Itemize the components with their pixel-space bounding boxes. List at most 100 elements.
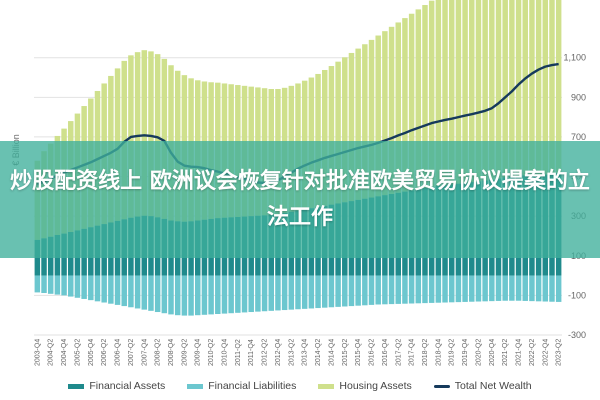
x-tick-label: 2021-Q2 bbox=[502, 339, 509, 366]
x-tick-label: 2017-Q4 bbox=[409, 339, 416, 366]
financial-liabilities-bar bbox=[154, 275, 161, 313]
financial-liabilities-bar bbox=[482, 275, 488, 302]
financial-liabilities-bar bbox=[108, 275, 114, 304]
legend-label-financial-liabilities: Financial Liabilities bbox=[208, 380, 297, 392]
x-tick-label: 2019-Q4 bbox=[462, 339, 469, 366]
financial-liabilities-bar bbox=[502, 275, 508, 301]
x-tick-label: 2009-Q2 bbox=[181, 339, 188, 366]
x-tick-label: 2006-Q4 bbox=[115, 339, 122, 366]
financial-liabilities-bar bbox=[469, 275, 475, 302]
financial-liabilities-bar bbox=[355, 275, 361, 306]
financial-liabilities-bar bbox=[81, 275, 87, 299]
financial-liabilities-bar bbox=[215, 275, 221, 315]
financial-liabilities-bar bbox=[422, 275, 428, 304]
financial-liabilities-bar bbox=[268, 275, 275, 311]
financial-liabilities-bar bbox=[522, 275, 528, 301]
x-tick-label: 2008-Q2 bbox=[155, 339, 162, 366]
housing-assets-bar bbox=[529, 0, 535, 175]
x-tick-label: 2023-Q2 bbox=[556, 339, 563, 366]
x-tick-label: 2008-Q4 bbox=[168, 339, 175, 366]
financial-liabilities-bar bbox=[328, 275, 335, 308]
housing-assets-bar bbox=[462, 0, 468, 183]
financial-liabilities-bar bbox=[47, 275, 54, 294]
legend-item-total-net-wealth: Total Net Wealth bbox=[433, 380, 532, 392]
financial-liabilities-bars bbox=[34, 275, 562, 316]
financial-liabilities-bar bbox=[201, 275, 208, 315]
housing-assets-bar bbox=[382, 31, 388, 196]
financial-liabilities-bar bbox=[281, 275, 288, 311]
financial-liabilities-bar bbox=[148, 275, 154, 311]
financial-liabilities-bar bbox=[395, 275, 401, 304]
financial-liabilities-bar bbox=[255, 275, 261, 312]
legend-item-financial-liabilities: Financial Liabilities bbox=[187, 380, 296, 392]
financial-liabilities-bar bbox=[315, 275, 321, 309]
housing-assets-bar bbox=[542, 0, 549, 175]
financial-liabilities-bar bbox=[228, 275, 234, 314]
financial-liabilities-bar bbox=[168, 275, 174, 315]
housing-assets-bar bbox=[368, 39, 375, 198]
financial-liabilities-bar bbox=[375, 275, 381, 305]
housing-assets-bar bbox=[422, 5, 428, 189]
housing-assets-bar bbox=[408, 13, 415, 191]
x-tick-label: 2021-Q4 bbox=[516, 339, 523, 366]
legend-swatch-financial-liabilities bbox=[187, 383, 204, 389]
housing-assets-bar bbox=[428, 0, 435, 187]
housing-assets-bar bbox=[455, 0, 462, 184]
financial-liabilities-bar bbox=[114, 275, 121, 305]
housing-assets-bar bbox=[555, 0, 562, 173]
x-tick-label: 2018-Q4 bbox=[435, 339, 442, 366]
x-tick-label: 2005-Q4 bbox=[88, 339, 95, 366]
housing-assets-bar bbox=[469, 0, 475, 183]
housing-assets-bar bbox=[402, 18, 408, 192]
financial-liabilities-bar bbox=[509, 275, 515, 301]
housing-assets-bar bbox=[482, 0, 488, 181]
x-tick-label: 2013-Q4 bbox=[302, 339, 309, 366]
financial-liabilities-bar bbox=[321, 275, 328, 308]
financial-liabilities-bar bbox=[495, 275, 502, 301]
housing-assets-bar bbox=[395, 22, 401, 193]
legend-label-total-net-wealth: Total Net Wealth bbox=[454, 380, 532, 392]
housing-assets-bar bbox=[522, 0, 528, 176]
x-tick-label: 2006-Q2 bbox=[101, 339, 108, 366]
financial-liabilities-bar bbox=[529, 275, 535, 302]
financial-liabilities-bar bbox=[261, 275, 268, 312]
x-axis-ticks: 2003-Q4 2004-Q2 2004-Q4 2005-Q2 2005-Q4 2006-… bbox=[34, 339, 562, 366]
financial-liabilities-bar bbox=[555, 275, 562, 302]
legend-label-housing-assets: Housing Assets bbox=[339, 380, 412, 392]
financial-liabilities-bar bbox=[134, 275, 141, 309]
x-tick-label: 2019-Q2 bbox=[449, 339, 456, 366]
legend-item-financial-assets: Financial Assets bbox=[68, 380, 165, 392]
financial-liabilities-bar bbox=[241, 275, 248, 313]
x-tick-label: 2014-Q4 bbox=[328, 339, 335, 366]
financial-liabilities-bar bbox=[515, 275, 522, 301]
housing-assets-bar bbox=[342, 57, 348, 203]
x-tick-label: 2015-Q4 bbox=[355, 339, 362, 366]
x-tick-label: 2017-Q2 bbox=[395, 339, 402, 366]
financial-liabilities-bar bbox=[221, 275, 228, 314]
financial-liabilities-bar bbox=[248, 275, 254, 313]
overlay-banner: 炒股配资线上 欧洲议会恢复针对批准欧美贸易协议提案的立法工作 bbox=[0, 141, 600, 258]
financial-liabilities-bar bbox=[188, 275, 194, 316]
housing-assets-bar bbox=[161, 58, 168, 219]
x-tick-label: 2018-Q2 bbox=[422, 339, 429, 366]
financial-liabilities-bar bbox=[362, 275, 368, 306]
financial-liabilities-bar bbox=[462, 275, 468, 302]
financial-liabilities-bar bbox=[348, 275, 355, 307]
x-tick-label: 2012-Q2 bbox=[262, 339, 269, 366]
financial-liabilities-bar bbox=[308, 275, 315, 309]
housing-assets-bar bbox=[154, 54, 161, 218]
x-tick-label: 2013-Q2 bbox=[288, 339, 295, 366]
financial-liabilities-bar bbox=[181, 275, 188, 316]
x-tick-label: 2012-Q4 bbox=[275, 339, 282, 366]
financial-liabilities-bar bbox=[368, 275, 375, 305]
x-tick-label: 2015-Q2 bbox=[342, 339, 349, 366]
x-tick-label: 2016-Q2 bbox=[369, 339, 376, 366]
financial-liabilities-bar bbox=[428, 275, 435, 303]
financial-liabilities-bar bbox=[448, 275, 455, 303]
housing-assets-bar bbox=[388, 26, 395, 194]
financial-liabilities-bar bbox=[402, 275, 408, 304]
financial-liabilities-bar bbox=[34, 275, 41, 293]
housing-assets-bar bbox=[315, 73, 321, 208]
x-tick-label: 2020-Q2 bbox=[475, 339, 482, 366]
financial-liabilities-bar bbox=[74, 275, 81, 298]
